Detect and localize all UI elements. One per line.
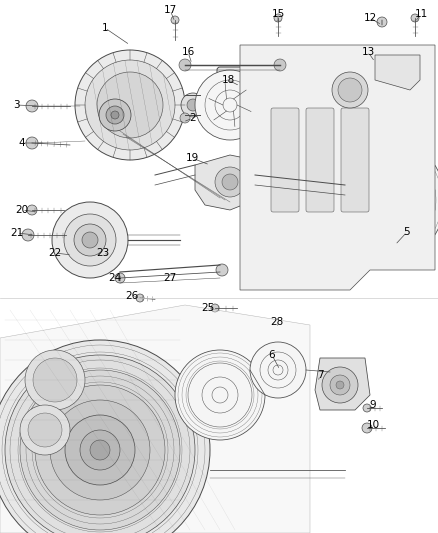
Circle shape bbox=[336, 381, 344, 389]
Circle shape bbox=[274, 14, 282, 22]
Polygon shape bbox=[315, 358, 370, 410]
Circle shape bbox=[52, 202, 128, 278]
Text: 1: 1 bbox=[102, 23, 108, 33]
FancyBboxPatch shape bbox=[306, 108, 334, 212]
Circle shape bbox=[74, 224, 106, 256]
Text: 4: 4 bbox=[19, 138, 25, 148]
Circle shape bbox=[181, 93, 205, 117]
Text: 11: 11 bbox=[414, 9, 427, 19]
Text: 13: 13 bbox=[361, 47, 374, 57]
Text: 18: 18 bbox=[221, 75, 235, 85]
Circle shape bbox=[250, 342, 306, 398]
Circle shape bbox=[377, 17, 387, 27]
Text: 9: 9 bbox=[370, 400, 376, 410]
Circle shape bbox=[20, 370, 180, 530]
Circle shape bbox=[363, 404, 371, 412]
Polygon shape bbox=[375, 55, 420, 90]
Circle shape bbox=[179, 59, 191, 71]
Circle shape bbox=[35, 385, 165, 515]
FancyBboxPatch shape bbox=[217, 67, 303, 133]
Circle shape bbox=[22, 229, 34, 241]
Polygon shape bbox=[195, 155, 265, 210]
Circle shape bbox=[50, 400, 150, 500]
Text: 24: 24 bbox=[108, 273, 122, 283]
Text: 16: 16 bbox=[181, 47, 194, 57]
Circle shape bbox=[362, 423, 372, 433]
Circle shape bbox=[195, 70, 265, 140]
Circle shape bbox=[80, 430, 120, 470]
Circle shape bbox=[187, 99, 199, 111]
Circle shape bbox=[82, 232, 98, 248]
Circle shape bbox=[215, 167, 245, 197]
Circle shape bbox=[274, 59, 286, 71]
Circle shape bbox=[27, 205, 37, 215]
Text: 5: 5 bbox=[404, 227, 410, 237]
Circle shape bbox=[338, 78, 362, 102]
Text: 25: 25 bbox=[201, 303, 215, 313]
FancyBboxPatch shape bbox=[271, 108, 299, 212]
Circle shape bbox=[330, 375, 350, 395]
Circle shape bbox=[97, 72, 163, 138]
Text: 7: 7 bbox=[317, 370, 323, 380]
Text: 17: 17 bbox=[163, 5, 177, 15]
Circle shape bbox=[26, 137, 38, 149]
Circle shape bbox=[85, 60, 175, 150]
Polygon shape bbox=[240, 45, 435, 290]
Circle shape bbox=[315, 135, 438, 265]
Circle shape bbox=[25, 350, 85, 410]
Circle shape bbox=[171, 16, 179, 24]
Text: 2: 2 bbox=[190, 113, 196, 123]
Text: 20: 20 bbox=[15, 205, 28, 215]
Circle shape bbox=[5, 355, 195, 533]
Text: 15: 15 bbox=[272, 9, 285, 19]
Circle shape bbox=[20, 405, 70, 455]
Circle shape bbox=[332, 72, 368, 108]
Text: 12: 12 bbox=[364, 13, 377, 23]
Polygon shape bbox=[0, 305, 310, 533]
Text: 23: 23 bbox=[96, 248, 110, 258]
Circle shape bbox=[136, 294, 144, 302]
Text: 21: 21 bbox=[11, 228, 24, 238]
Circle shape bbox=[180, 113, 190, 123]
Circle shape bbox=[28, 413, 62, 447]
Circle shape bbox=[65, 415, 135, 485]
Circle shape bbox=[26, 100, 38, 112]
Circle shape bbox=[0, 340, 210, 533]
Circle shape bbox=[216, 264, 228, 276]
Circle shape bbox=[211, 304, 219, 312]
Text: 10: 10 bbox=[367, 420, 380, 430]
FancyBboxPatch shape bbox=[341, 108, 369, 212]
Circle shape bbox=[322, 367, 358, 403]
Text: 26: 26 bbox=[125, 291, 138, 301]
Circle shape bbox=[75, 50, 185, 160]
Text: 3: 3 bbox=[13, 100, 19, 110]
Text: 27: 27 bbox=[163, 273, 177, 283]
Circle shape bbox=[106, 106, 124, 124]
Text: 19: 19 bbox=[185, 153, 198, 163]
Circle shape bbox=[222, 174, 238, 190]
Circle shape bbox=[111, 111, 119, 119]
Circle shape bbox=[90, 440, 110, 460]
Text: 6: 6 bbox=[268, 350, 276, 360]
Text: 22: 22 bbox=[48, 248, 62, 258]
Circle shape bbox=[411, 14, 419, 22]
Circle shape bbox=[33, 358, 77, 402]
Circle shape bbox=[64, 214, 116, 266]
Circle shape bbox=[175, 350, 265, 440]
Circle shape bbox=[115, 273, 125, 283]
Circle shape bbox=[99, 99, 131, 131]
Text: 28: 28 bbox=[270, 317, 284, 327]
